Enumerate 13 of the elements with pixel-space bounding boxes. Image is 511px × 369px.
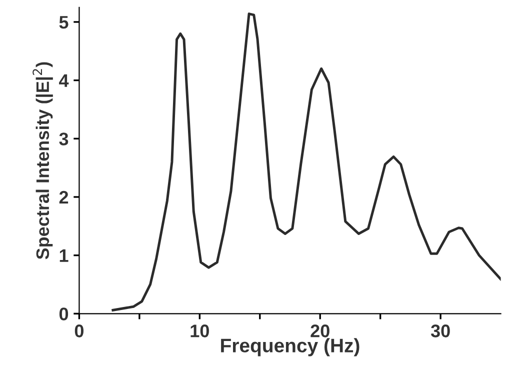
y-tick-label: 0 [59, 308, 68, 320]
y-axis-title: Spectral Intensity (|E|$^{2}$) [32, 62, 53, 260]
y-tick-label: 5 [59, 16, 68, 29]
x-tick-label: 0 [74, 324, 84, 338]
x-tick-label: 30 [430, 324, 450, 338]
x-axis-title: Frequency (Hz) [221, 338, 360, 356]
x-tick-label: 10 [190, 324, 209, 338]
y-tick-label: 3 [59, 132, 68, 146]
y-tick-label: 1 [60, 249, 68, 262]
y-tick-label: 2 [59, 190, 68, 204]
line-series [112, 12, 501, 312]
x-tick-label: 20 [310, 324, 330, 338]
y-tick-label: 4 [59, 74, 69, 87]
